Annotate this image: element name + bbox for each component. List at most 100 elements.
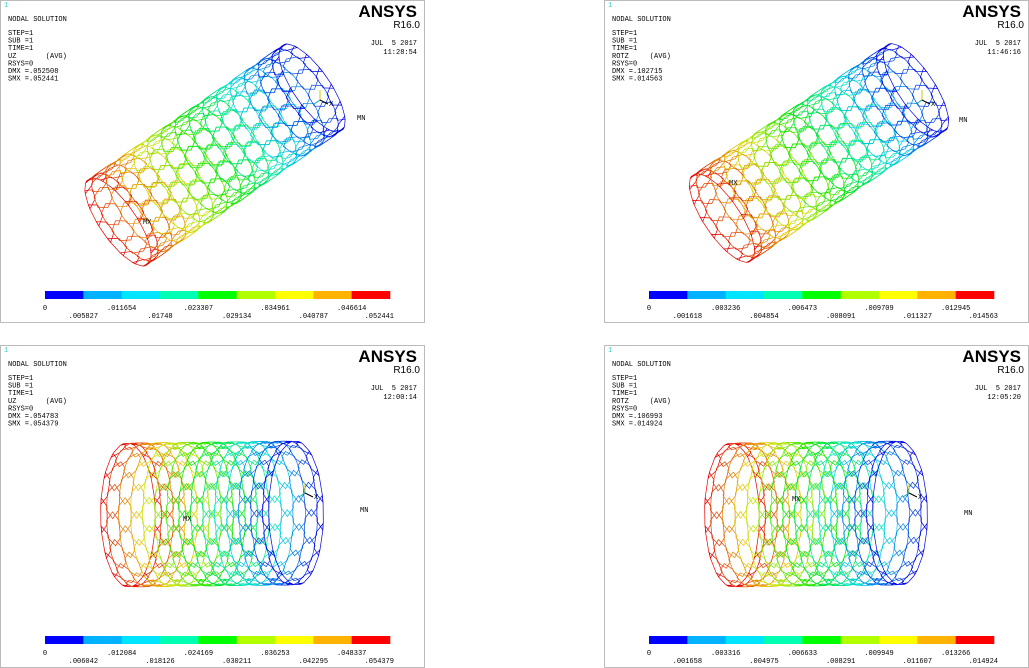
ansys-panel: 1NODAL SOLUTIONSTEP=1SUB =1TIME=1UZ (AVG… xyxy=(0,0,425,323)
legend-label: .003316 xyxy=(711,650,740,658)
mesh-cell xyxy=(824,452,841,477)
mesh-cell xyxy=(244,452,261,477)
mesh-cell xyxy=(200,194,222,210)
mesh-cell xyxy=(815,551,832,576)
mesh-cell xyxy=(133,462,149,491)
mesh-cell xyxy=(108,238,127,255)
mesh-cell xyxy=(766,453,783,477)
mesh-cell xyxy=(235,551,252,576)
mesh-cell xyxy=(895,46,914,58)
legend-label: .036253 xyxy=(260,650,289,658)
mesh-cell xyxy=(840,67,859,77)
triad-label: X xyxy=(931,101,936,109)
mesh-cell xyxy=(910,451,923,475)
legend-label: .012084 xyxy=(107,650,136,658)
mesh-cell xyxy=(134,539,150,568)
mesh-cell xyxy=(169,216,186,235)
legend-swatch xyxy=(879,291,918,299)
mesh-cell xyxy=(208,179,230,196)
mesh-cell xyxy=(915,119,933,133)
legend-swatch xyxy=(237,636,276,644)
legend-swatch xyxy=(956,636,995,644)
mesh-cell xyxy=(282,451,299,476)
legend-swatch xyxy=(313,291,352,299)
legend-label: .006042 xyxy=(69,658,98,666)
legend-label: .01748 xyxy=(147,313,172,321)
legend-swatch xyxy=(275,291,314,299)
legend-label: .009709 xyxy=(864,305,893,313)
mesh-cell xyxy=(698,183,716,203)
mesh-cell xyxy=(767,552,784,577)
mesh-cell xyxy=(832,94,854,111)
mesh-cell xyxy=(152,217,174,234)
page: 1NODAL SOLUTIONSTEP=1SUB =1TIME=1UZ (AVG… xyxy=(0,0,1029,668)
legend-swatch xyxy=(237,291,276,299)
mesh-cell xyxy=(728,232,750,249)
date: JUL 5 2017 xyxy=(371,385,417,393)
mesh-cell xyxy=(835,192,854,202)
brand-logo: ANSYS xyxy=(962,347,1021,366)
mesh-cell xyxy=(221,551,238,575)
mesh-cell xyxy=(269,496,282,531)
window-index: 1 xyxy=(4,2,8,10)
mesh-cell xyxy=(144,153,166,170)
mesh-cell xyxy=(189,113,206,132)
legend-label: 0 xyxy=(647,650,651,658)
mesh-cell xyxy=(311,119,329,133)
mesh-cell xyxy=(211,551,228,576)
legend-label: .008291 xyxy=(826,658,855,666)
brand-logo: ANSYS xyxy=(358,347,417,366)
legend-swatch xyxy=(198,636,237,644)
legend-label: .018126 xyxy=(145,658,174,666)
mesh-cell xyxy=(784,195,806,212)
legend-swatch xyxy=(160,291,199,299)
mesh-cell xyxy=(117,172,139,189)
mesh-cell xyxy=(228,175,250,191)
mesh-cell xyxy=(220,452,237,477)
mesh-cell xyxy=(756,214,778,231)
mesh-cell xyxy=(873,496,886,531)
mesh-cell xyxy=(800,452,817,477)
legend-swatch xyxy=(726,291,765,299)
mesh-cell xyxy=(245,75,262,94)
mesh-cell xyxy=(790,453,807,477)
mesh-cell xyxy=(256,156,278,172)
mesh-cell xyxy=(186,453,203,477)
mesh-cell xyxy=(872,452,886,477)
mesh-cell xyxy=(747,552,761,577)
legend-label: .011654 xyxy=(107,305,136,313)
mesh-cell xyxy=(776,453,793,478)
mesh-cell xyxy=(291,46,310,59)
legend-label: .046614 xyxy=(337,305,366,313)
legend-swatch xyxy=(764,636,803,644)
mesh-cell xyxy=(187,551,204,576)
min-label: MN xyxy=(357,115,365,123)
mesh-cell xyxy=(839,158,861,175)
legend-swatch xyxy=(687,291,726,299)
mesh-cell xyxy=(887,550,904,575)
time: 11:28:54 xyxy=(383,49,417,57)
legend-swatch xyxy=(917,291,956,299)
mesh-cell xyxy=(268,452,282,477)
mesh-cell xyxy=(705,173,723,187)
mesh-cell xyxy=(274,460,290,489)
mesh-cell xyxy=(306,451,319,475)
legend-swatch xyxy=(687,636,726,644)
plot-title: NODAL SOLUTION xyxy=(612,16,671,24)
time: 12:05:20 xyxy=(987,394,1021,402)
min-label: MN xyxy=(959,117,967,125)
legend-label: .023307 xyxy=(184,305,213,313)
mesh-cell xyxy=(125,552,142,577)
mesh-cell xyxy=(299,537,315,566)
mesh-cell xyxy=(125,158,147,174)
legend-label: .012945 xyxy=(941,305,970,313)
legend-label: .004975 xyxy=(749,658,778,666)
legend-swatch xyxy=(160,636,199,644)
mesh-cell xyxy=(291,121,313,138)
mesh-cell xyxy=(172,453,189,478)
legend-label: .042295 xyxy=(299,658,328,666)
mesh-cell xyxy=(279,140,296,159)
mesh-cell xyxy=(293,496,306,531)
mesh-cell xyxy=(711,234,730,251)
